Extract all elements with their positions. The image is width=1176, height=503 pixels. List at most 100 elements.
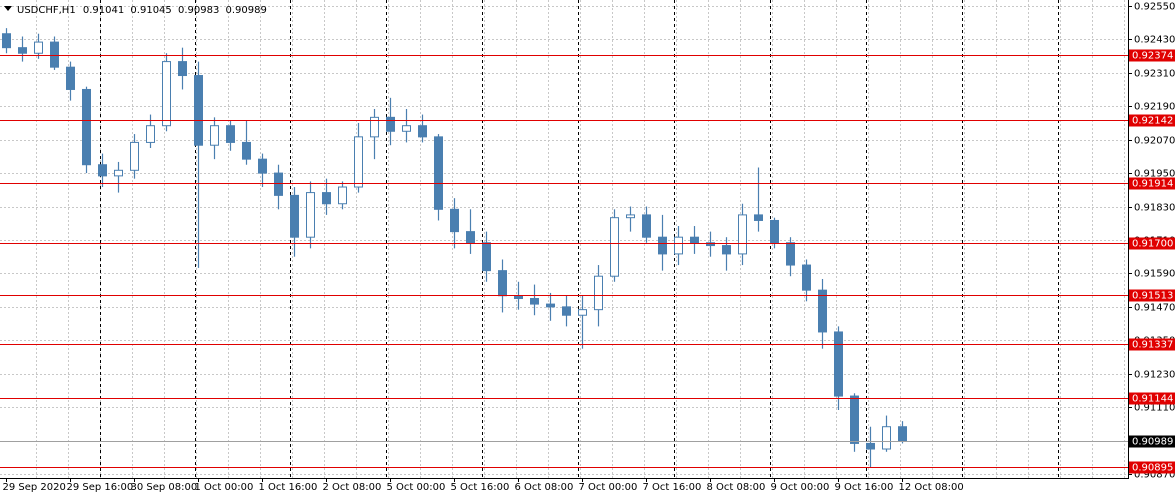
candle-body bbox=[66, 66, 75, 90]
candle-body bbox=[34, 41, 43, 54]
candle-body bbox=[290, 194, 299, 238]
level-label: 0.90895 bbox=[1132, 463, 1173, 474]
candle-body bbox=[770, 219, 779, 244]
candle-body bbox=[546, 303, 555, 308]
current-price-box bbox=[1129, 435, 1175, 448]
candle-body bbox=[226, 125, 235, 143]
x-tick-label: 9 Oct 00:00 bbox=[771, 482, 830, 493]
candle-body bbox=[418, 125, 427, 138]
level-label: 0.91144 bbox=[1132, 394, 1173, 405]
candle-body bbox=[50, 41, 59, 68]
menu-icon[interactable] bbox=[4, 6, 12, 11]
candle-body bbox=[754, 214, 763, 221]
candle-body bbox=[242, 141, 251, 160]
candle-body bbox=[562, 306, 571, 316]
candle-body bbox=[594, 275, 603, 311]
level-label-box bbox=[1129, 338, 1175, 351]
candle-body bbox=[338, 186, 347, 205]
high-value: 0.91045 bbox=[130, 5, 171, 16]
candle-body bbox=[322, 192, 331, 205]
level-label: 0.91513 bbox=[1132, 291, 1173, 302]
candle-body bbox=[658, 236, 667, 255]
level-label: 0.91337 bbox=[1132, 340, 1173, 351]
candle-body bbox=[146, 125, 155, 143]
y-tick-label: 0.92190 bbox=[1134, 102, 1175, 113]
y-tick-label: 0.92310 bbox=[1134, 69, 1175, 80]
candle-body bbox=[370, 116, 379, 138]
y-tick-label: 0.91470 bbox=[1134, 303, 1175, 314]
level-label: 0.92142 bbox=[1132, 116, 1173, 127]
candle-body bbox=[626, 214, 635, 219]
candle-body bbox=[722, 245, 731, 255]
candle-body bbox=[466, 231, 475, 244]
level-label-box bbox=[1129, 289, 1175, 302]
level-label: 0.92374 bbox=[1132, 51, 1173, 62]
y-tick-label: 0.91950 bbox=[1134, 169, 1175, 180]
x-tick-label: 29 Sep 16:00 bbox=[67, 482, 134, 493]
candle-body bbox=[162, 61, 171, 127]
x-tick-label: 29 Sep 2020 bbox=[3, 482, 66, 493]
x-tick-label: 9 Oct 16:00 bbox=[835, 482, 894, 493]
level-label-box bbox=[1129, 49, 1175, 62]
x-tick-label: 30 Sep 08:00 bbox=[131, 482, 198, 493]
candle-body bbox=[130, 141, 139, 171]
x-tick-label: 12 Oct 08:00 bbox=[899, 482, 964, 493]
candle-body bbox=[898, 426, 907, 442]
level-label: 0.91700 bbox=[1132, 239, 1173, 250]
candle-body bbox=[258, 158, 267, 174]
candle-body bbox=[2, 33, 11, 49]
axes: 0.92550 0.92430 0.92310 0.92190 0.92070 0.919… bbox=[3, 2, 1176, 494]
current-price-label: 0.90989 bbox=[1132, 437, 1173, 448]
y-tick-label: 0.91110 bbox=[1134, 403, 1175, 414]
x-tick-label: 6 Oct 08:00 bbox=[515, 482, 574, 493]
candle-body bbox=[642, 214, 651, 238]
candle-body bbox=[274, 172, 283, 196]
y-tick-label: 0.92070 bbox=[1134, 136, 1175, 147]
x-tick-label: 5 Oct 16:00 bbox=[451, 482, 510, 493]
y-tick-label: 0.91590 bbox=[1134, 269, 1175, 280]
candle-body bbox=[690, 236, 699, 244]
candle-body bbox=[434, 136, 443, 210]
candle-body bbox=[450, 208, 459, 233]
candle-body bbox=[306, 192, 315, 238]
candle-body bbox=[194, 75, 203, 146]
candle-body bbox=[578, 309, 587, 316]
candle-body bbox=[850, 395, 859, 444]
level-label: 0.91914 bbox=[1132, 179, 1173, 190]
y-tick-label: 0.92430 bbox=[1134, 35, 1175, 46]
candle-body bbox=[498, 270, 507, 297]
candle-body bbox=[738, 214, 747, 255]
candle-body bbox=[786, 242, 795, 266]
symbol: USDCHF,H1 bbox=[17, 5, 76, 16]
candle-body bbox=[818, 289, 827, 333]
close-value: 0.90989 bbox=[226, 5, 267, 16]
candle-body bbox=[514, 295, 523, 300]
candle-body bbox=[530, 298, 539, 305]
candle-body bbox=[610, 217, 619, 277]
level-label-box bbox=[1129, 177, 1175, 190]
chart-header: USDCHF,H1 0.91041 0.91045 0.90983 0.9098… bbox=[17, 5, 267, 16]
plot bbox=[0, 28, 1128, 468]
candle-body bbox=[114, 169, 123, 177]
candle-body bbox=[98, 164, 107, 177]
x-tick-label: 1 Oct 00:00 bbox=[195, 482, 254, 493]
candle-body bbox=[834, 331, 843, 397]
y-tick-label: 0.90870 bbox=[1134, 470, 1175, 481]
candle-body bbox=[386, 116, 395, 132]
level-label-box bbox=[1129, 237, 1175, 250]
level-label-box bbox=[1129, 461, 1175, 474]
x-tick-label: 8 Oct 08:00 bbox=[707, 482, 766, 493]
candle-body bbox=[210, 125, 219, 146]
x-tick-label: 7 Oct 16:00 bbox=[643, 482, 702, 493]
x-tick-label: 1 Oct 16:00 bbox=[259, 482, 318, 493]
candle-body bbox=[802, 264, 811, 291]
candle-body bbox=[178, 61, 187, 77]
candle-body bbox=[482, 242, 491, 272]
x-tick-label: 2 Oct 08:00 bbox=[323, 482, 382, 493]
y-tick-label: 0.92550 bbox=[1134, 2, 1175, 13]
level-label-box bbox=[1129, 114, 1175, 127]
y-tick-label: 0.91230 bbox=[1134, 370, 1175, 381]
candle-body bbox=[402, 125, 411, 132]
candle-body bbox=[866, 442, 875, 450]
